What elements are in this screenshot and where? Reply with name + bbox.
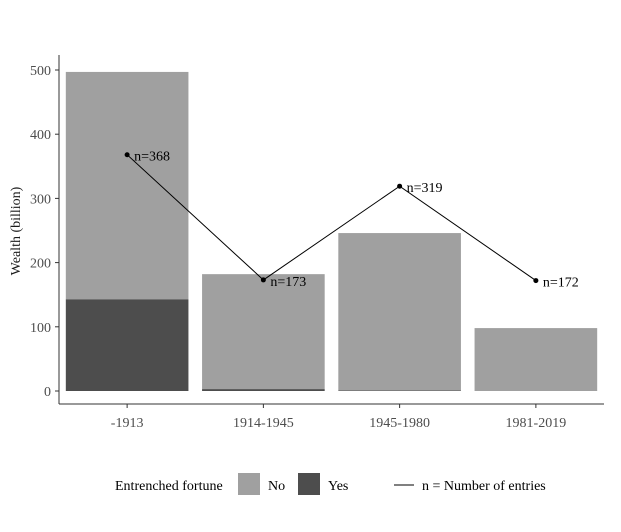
count-label-2: n=319 — [407, 181, 443, 196]
x-tick-label-1: 1914-1945 — [233, 416, 294, 431]
y-tick-label-0: 0 — [44, 385, 51, 400]
legend-label-yes: Yes — [328, 479, 348, 494]
legend-swatch-yes — [298, 473, 320, 495]
x-tick-label-0: -1913 — [111, 416, 144, 431]
count-point-2 — [397, 183, 403, 189]
bar-no-2 — [338, 233, 461, 391]
axes-layer — [58, 55, 604, 405]
legend-swatch-no — [238, 473, 260, 495]
y-tick-label-4: 400 — [30, 128, 51, 143]
count-label-0: n=368 — [134, 150, 170, 165]
legend-title: Entrenched fortune — [115, 479, 223, 494]
y-tick-label-5: 500 — [30, 64, 51, 79]
legend: Entrenched fortune No Yes n = Number of … — [115, 473, 546, 495]
bar-no-3 — [474, 328, 598, 391]
x-tick-label-2: 1945-1980 — [369, 416, 430, 431]
bar-yes-1 — [202, 389, 325, 391]
y-ticks: 0 100 200 300 400 500 — [30, 64, 59, 400]
count-point-1 — [260, 277, 266, 283]
bar-no-1 — [202, 274, 325, 390]
bar-yes-0 — [65, 299, 189, 391]
count-label-3: n=172 — [543, 276, 579, 291]
count-line — [126, 154, 537, 281]
count-point-3 — [533, 278, 539, 284]
y-axis-title: Wealth (billion) — [9, 186, 24, 275]
bars-layer — [65, 71, 598, 391]
legend-label-line: n = Number of entries — [422, 479, 546, 494]
line-layer: n=368 n=173 n=319 n=172 — [124, 150, 579, 291]
y-tick-label-3: 300 — [30, 192, 51, 207]
count-label-1: n=173 — [270, 275, 306, 290]
bar-no-0 — [65, 71, 189, 300]
y-tick-label-2: 200 — [30, 257, 51, 272]
count-point-0 — [124, 152, 130, 158]
x-ticks: -1913 1914-1945 1945-1980 1981-2019 — [111, 404, 566, 431]
x-tick-label-3: 1981-2019 — [506, 416, 567, 431]
y-tick-label-1: 100 — [30, 321, 51, 336]
bar-yes-2 — [338, 390, 461, 391]
legend-label-no: No — [268, 479, 285, 494]
